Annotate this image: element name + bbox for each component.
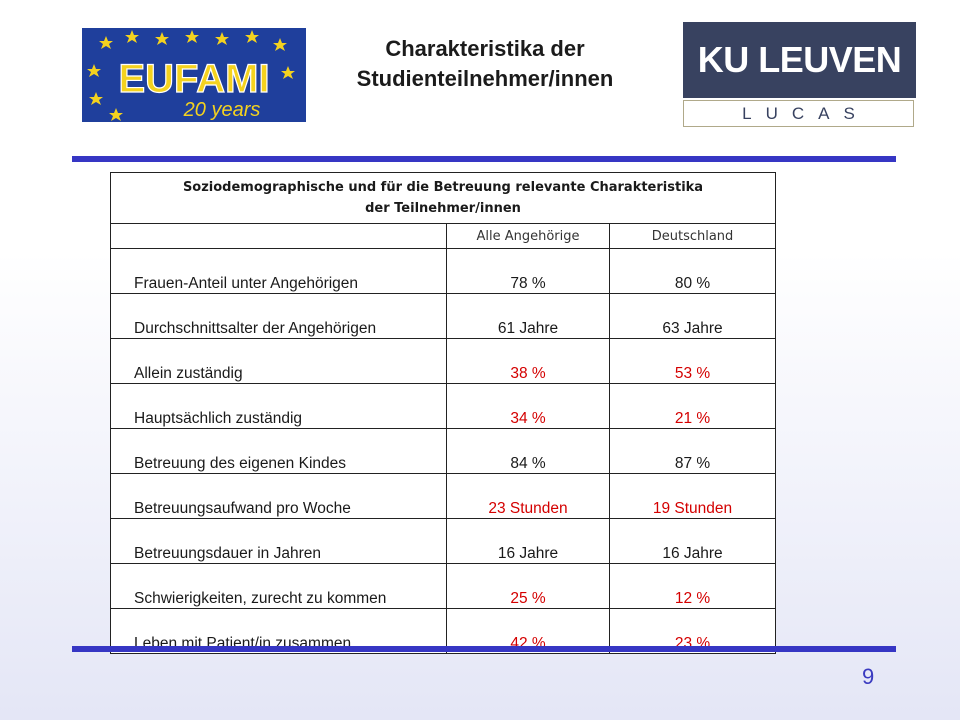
page-number: 9 — [862, 664, 875, 689]
table-row: Betreuungsdauer in Jahren 16 Jahre 16 Jahr… — [110, 518, 777, 564]
table-row: Betreuungsaufwand pro Woche 23 Stunden 19 … — [110, 473, 777, 519]
row-value-germany: 87 % — [608, 428, 777, 474]
table-row: Allein zuständig 38 % 53 % — [110, 338, 777, 384]
row-label: Schwierigkeiten, zurecht zu kommen — [110, 563, 447, 609]
row-value-germany: 19 Stunden — [608, 473, 777, 519]
table-header-line2: der Teilnehmer/innen — [365, 201, 521, 216]
table-header: Soziodemographische und für die Betreuun… — [109, 172, 777, 224]
row-value-germany: 63 Jahre — [608, 293, 777, 339]
eufami-logo-text: EUFAMI — [118, 57, 269, 101]
row-label: Hauptsächlich zuständig — [110, 383, 447, 429]
table-row: Schwierigkeiten, zurecht zu kommen 25 % 12… — [110, 563, 777, 609]
eufami-logo: EUFAMI 20 years — [82, 28, 306, 122]
table-row: Durchschnittsalter der Angehörigen 61 Jah… — [110, 293, 777, 339]
row-value-all: 38 % — [446, 338, 610, 384]
row-value-all: 61 Jahre — [446, 293, 610, 339]
row-value-germany: 12 % — [608, 563, 777, 609]
row-value-all: 25 % — [446, 563, 610, 609]
row-label: Frauen-Anteil unter Angehörigen — [110, 248, 447, 294]
row-value-germany: 21 % — [608, 383, 777, 429]
characteristics-table: Soziodemographische und für die Betreuun… — [109, 172, 777, 654]
table-row: Frauen-Anteil unter Angehörigen 78 % 80 % — [110, 248, 777, 294]
row-label: Durchschnittsalter der Angehörigen — [110, 293, 447, 339]
ku-leuven-logo-text: KU LEUVEN — [683, 22, 916, 98]
row-value-all: 16 Jahre — [446, 518, 610, 564]
row-label: Allein zuständig — [110, 338, 447, 384]
eufami-logo-subtext: 20 years — [183, 99, 261, 121]
row-value-germany: 16 Jahre — [608, 518, 777, 564]
row-value-germany: 53 % — [608, 338, 777, 384]
bottom-divider — [72, 646, 896, 652]
row-value-all: 78 % — [446, 248, 610, 294]
table-row: Betreuung des eigenen Kindes 84 % 87 % — [110, 428, 777, 474]
column-header-empty — [110, 223, 447, 249]
ku-leuven-logo-subtext: LUCAS — [683, 100, 914, 127]
row-value-all: 34 % — [446, 383, 610, 429]
row-label: Betreuungsdauer in Jahren — [110, 518, 447, 564]
column-header-germany: Deutschland — [608, 223, 777, 249]
slide-title: Charakteristika der Studienteilnehmer/in… — [310, 34, 660, 94]
slide-title-line1: Charakteristika der — [385, 36, 585, 61]
row-value-germany: 80 % — [608, 248, 777, 294]
eufami-logo-graphic: EUFAMI 20 years — [87, 30, 295, 121]
row-value-all: 84 % — [446, 428, 610, 474]
row-value-all: 23 Stunden — [446, 473, 610, 519]
top-divider — [72, 156, 896, 162]
column-header-all: Alle Angehörige — [446, 223, 610, 249]
table-row: Hauptsächlich zuständig 34 % 21 % — [110, 383, 777, 429]
table-header-line1: Soziodemographische und für die Betreuun… — [182, 180, 704, 195]
ku-leuven-logo: KU LEUVEN LUCAS — [683, 22, 916, 129]
row-label: Betreuungsaufwand pro Woche — [110, 473, 447, 519]
slide-title-line2: Studienteilnehmer/innen — [356, 66, 614, 91]
row-label: Betreuung des eigenen Kindes — [110, 428, 447, 474]
